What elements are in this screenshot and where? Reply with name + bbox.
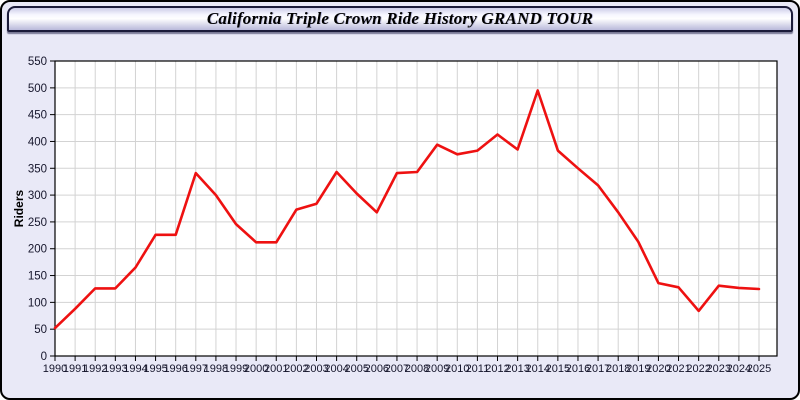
- x-tick-label: 2014: [526, 363, 550, 375]
- x-tick-label: 2020: [646, 363, 670, 375]
- plot-area: [55, 61, 777, 356]
- x-tick-label: 2018: [606, 363, 630, 375]
- x-tick-label: 1990: [43, 363, 67, 375]
- x-tick-label: 2023: [707, 363, 731, 375]
- y-tick-label: 300: [28, 190, 47, 202]
- y-tick-label: 250: [28, 217, 47, 229]
- x-tick-label: 1993: [103, 363, 127, 375]
- x-tick-label: 2006: [365, 363, 389, 375]
- y-tick-label: 400: [28, 136, 47, 148]
- x-tick-label: 1999: [224, 363, 248, 375]
- x-tick-label: 1992: [83, 363, 107, 375]
- y-tick-label: 500: [28, 83, 47, 95]
- x-tick-label: 1995: [143, 363, 167, 375]
- y-tick-label: 50: [34, 324, 47, 336]
- x-tick-label: 2021: [666, 363, 690, 375]
- x-tick-label: 2019: [626, 363, 650, 375]
- x-tick-label: 1997: [184, 363, 208, 375]
- x-tick-label: 2000: [244, 363, 268, 375]
- y-axis-title: Riders: [12, 190, 26, 228]
- x-tick-label: 2001: [264, 363, 288, 375]
- x-tick-label: 2011: [466, 363, 490, 375]
- x-tick-label: 2009: [425, 363, 449, 375]
- x-tick-label: 1998: [204, 363, 228, 375]
- x-tick-label: 2012: [485, 363, 509, 375]
- x-tick-label: 2002: [284, 363, 308, 375]
- window-title: California Triple Crown Ride History GRA…: [206, 9, 594, 28]
- x-tick-label: 2003: [304, 363, 328, 375]
- x-tick-label: 2007: [385, 363, 409, 375]
- y-tick-label: 550: [28, 56, 47, 68]
- y-tick-label: 200: [28, 244, 47, 256]
- title-bar: California Triple Crown Ride History GRA…: [7, 6, 793, 32]
- x-tick-label: 2008: [405, 363, 429, 375]
- x-tick-label: 2013: [505, 363, 529, 375]
- x-tick-label: 1994: [123, 363, 147, 375]
- y-tick-label: 100: [28, 297, 47, 309]
- x-tick-label: 2004: [324, 363, 348, 375]
- riders-series-line: [53, 89, 761, 330]
- x-tick-label: 1996: [163, 363, 187, 375]
- x-tick-label: 2010: [445, 363, 469, 375]
- x-tick-label: 2024: [727, 363, 751, 375]
- x-tick-label: 2005: [344, 363, 368, 375]
- x-tick-label: 1991: [63, 363, 87, 375]
- x-tick-label: 2022: [686, 363, 710, 375]
- y-tick-label: 150: [28, 271, 47, 283]
- y-tick-label: 0: [41, 351, 47, 363]
- x-tick-label: 2016: [566, 363, 590, 375]
- y-tick-label: 450: [28, 110, 47, 122]
- x-tick-label: 2017: [586, 363, 610, 375]
- plot-border: [54, 60, 778, 357]
- y-tick-label: 350: [28, 163, 47, 175]
- x-tick-label: 2015: [546, 363, 570, 375]
- x-tick-label: 2025: [747, 363, 771, 375]
